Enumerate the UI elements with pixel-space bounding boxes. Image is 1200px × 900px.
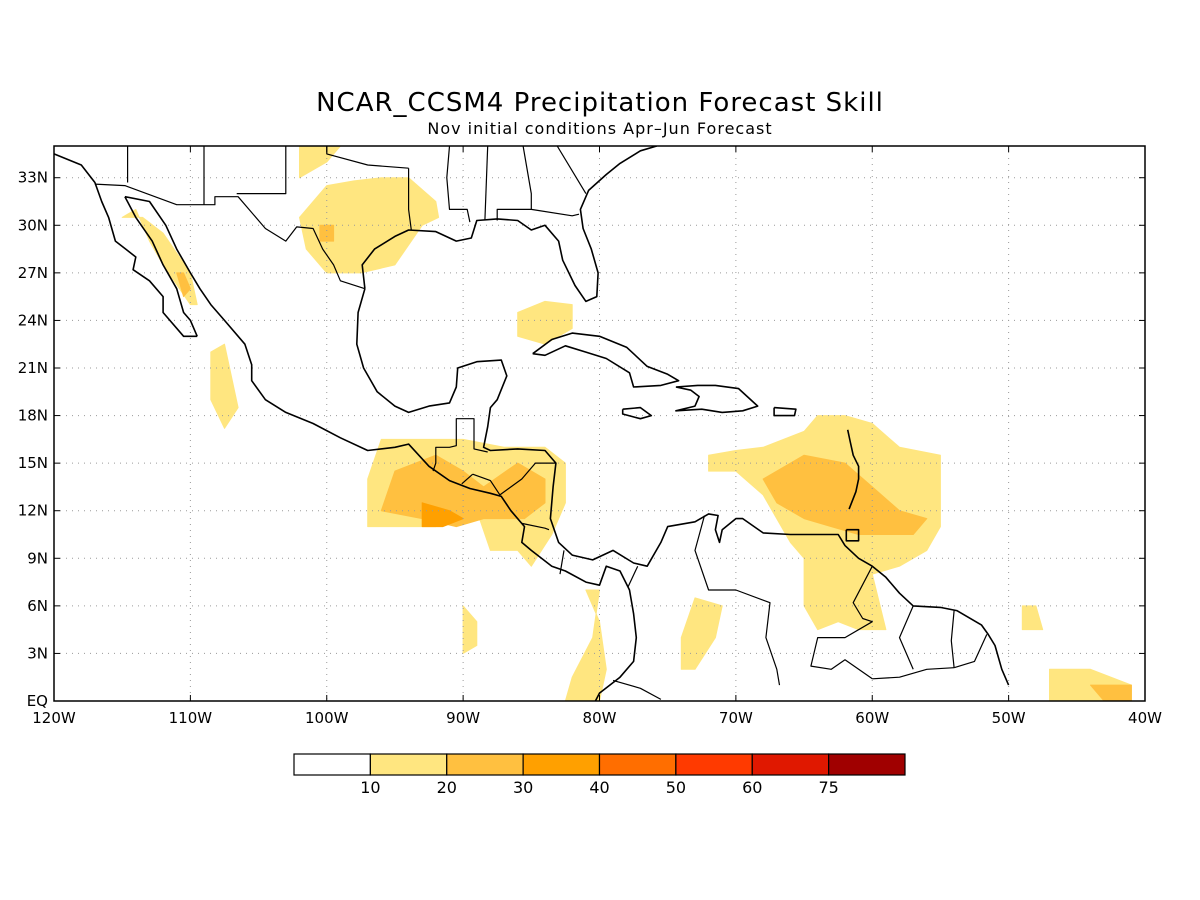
colorbar-swatch [369,753,448,776]
colorbar-level-label: 50 [666,778,686,797]
lat-tick-label: 21N [18,359,48,377]
lon-tick-label: 90W [446,709,480,727]
border-us-mexico [94,183,366,290]
coastline-layer [54,146,1010,701]
coastline-baja-east [124,196,198,337]
coastline-hispaniola [675,384,759,414]
skill-region-colombia-pacific [564,589,607,701]
colorbar-swatch [675,753,753,776]
lat-tick-label: 27N [18,264,48,282]
coastline-lesser-antilles [846,429,860,510]
colorbar-swatch [751,753,830,776]
lon-tick-label: 100W [305,709,349,727]
border-venezuela-guyana [810,565,873,680]
border-colombia-venezuela [694,515,781,686]
coastline-cuba [532,332,680,388]
border-suriname-guiana [950,610,955,668]
lat-tick-label: 9N [27,549,48,567]
colorbar-level-label: 20 [437,778,457,797]
skill-region-atlantic-equator-inner [1090,684,1132,701]
skill-region-texas-inner [319,224,335,242]
border-ga-fl [531,208,580,217]
lon-tick-label: 50W [992,709,1026,727]
border-tx-la [408,168,412,231]
border-brazil-north [872,667,955,680]
border-guiana-brazil [953,634,988,669]
colorbar-level-label: 40 [589,778,609,797]
border-honduras [472,462,556,496]
lat-tick-label: EQ [27,692,48,710]
border-panama-colombia [627,565,639,588]
skill-region-atlantic-small [1021,605,1044,631]
map-title: NCAR_CCSM4 Precipitation Forecast Skill [316,88,884,118]
colorbar-level-label: 10 [360,778,380,797]
lon-tick-label: 120W [32,709,76,727]
political-border-layer [94,146,988,700]
skill-region-west-mexico [210,343,239,429]
border-ga-sc [556,146,587,194]
colorbar-swatch [828,753,906,776]
lat-tick-label: 33N [18,169,48,187]
lat-tick-label: 15N [18,454,48,472]
colorbar-legend: 10 20 30 40 50 60 75 [293,753,906,797]
skill-region-eastern-pacific [462,605,478,654]
border-nicaragua-cr [521,522,550,531]
skill-shading-layer [121,146,1132,701]
colorbar-swatch [293,753,371,776]
coastline-trinidad [845,528,860,542]
lat-lon-grid [54,146,1145,701]
lat-tick-label: 18N [18,407,48,425]
axis-ticks: 120W 110W 100W 90W 80W 70W 60W 50W 40W EQ 3N 6N 9N 12… [18,146,1162,727]
colorbar-level-label: 75 [818,778,838,797]
colorbar-swatch [522,753,601,776]
coastline-gulf-california-east [124,195,638,701]
lon-tick-label: 110W [169,709,213,727]
border-la-ms [446,146,471,223]
lat-tick-label: 3N [27,644,48,662]
colorbar-swatch [598,753,677,776]
border-colombia-ecuador [612,679,662,700]
plot-area [54,146,1145,701]
lon-tick-label: 80W [583,709,617,727]
lat-tick-label: 24N [18,311,48,329]
border-cr-panama [559,550,565,575]
lat-tick-label: 12N [18,502,48,520]
skill-region-eastern-caribbean-inner [762,454,928,535]
skill-region-central-america-core [421,502,464,528]
border-nm-tx [236,146,287,195]
border-el-salvador [461,473,474,485]
coastline-jamaica [621,406,653,420]
plot-frame [53,145,1146,702]
border-al-ga [496,146,532,221]
skill-region-north-border [299,146,341,179]
lon-tick-label: 70W [719,709,753,727]
lat-tick-label: 6N [27,597,48,615]
coastline-gulf-coast [361,146,658,303]
colorbar-level-label: 30 [513,778,533,797]
map-subtitle: Nov initial conditions Apr–Jun Forecast [427,119,772,138]
lon-tick-label: 40W [1128,709,1162,727]
border-tx-ok [326,146,409,169]
skill-region-yucatan-channel [517,300,573,345]
coastline-mexico-gulf [355,288,1010,686]
skill-region-colombia [680,597,723,670]
lat-tick-label: 30N [18,216,48,234]
colorbar-level-label: 60 [742,778,762,797]
colorbar-swatch [446,753,524,776]
border-guatemala [432,418,488,472]
border-ms-al [484,146,489,221]
skill-region-baja-inner [176,272,191,298]
coastline-pacific-coast-north [54,153,198,338]
lon-tick-label: 60W [855,709,889,727]
coastline-puerto-rico [773,406,797,417]
border-guyana-suriname [898,605,914,670]
